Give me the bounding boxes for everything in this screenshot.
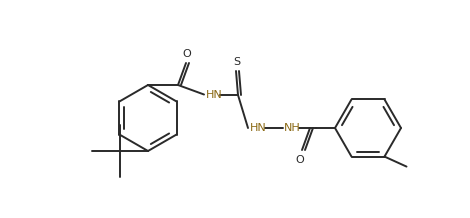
Text: HN: HN — [206, 90, 223, 100]
Text: HN: HN — [250, 123, 267, 133]
Text: NH: NH — [284, 123, 301, 133]
Text: O: O — [296, 155, 305, 165]
Text: S: S — [234, 57, 241, 67]
Text: O: O — [183, 49, 191, 59]
